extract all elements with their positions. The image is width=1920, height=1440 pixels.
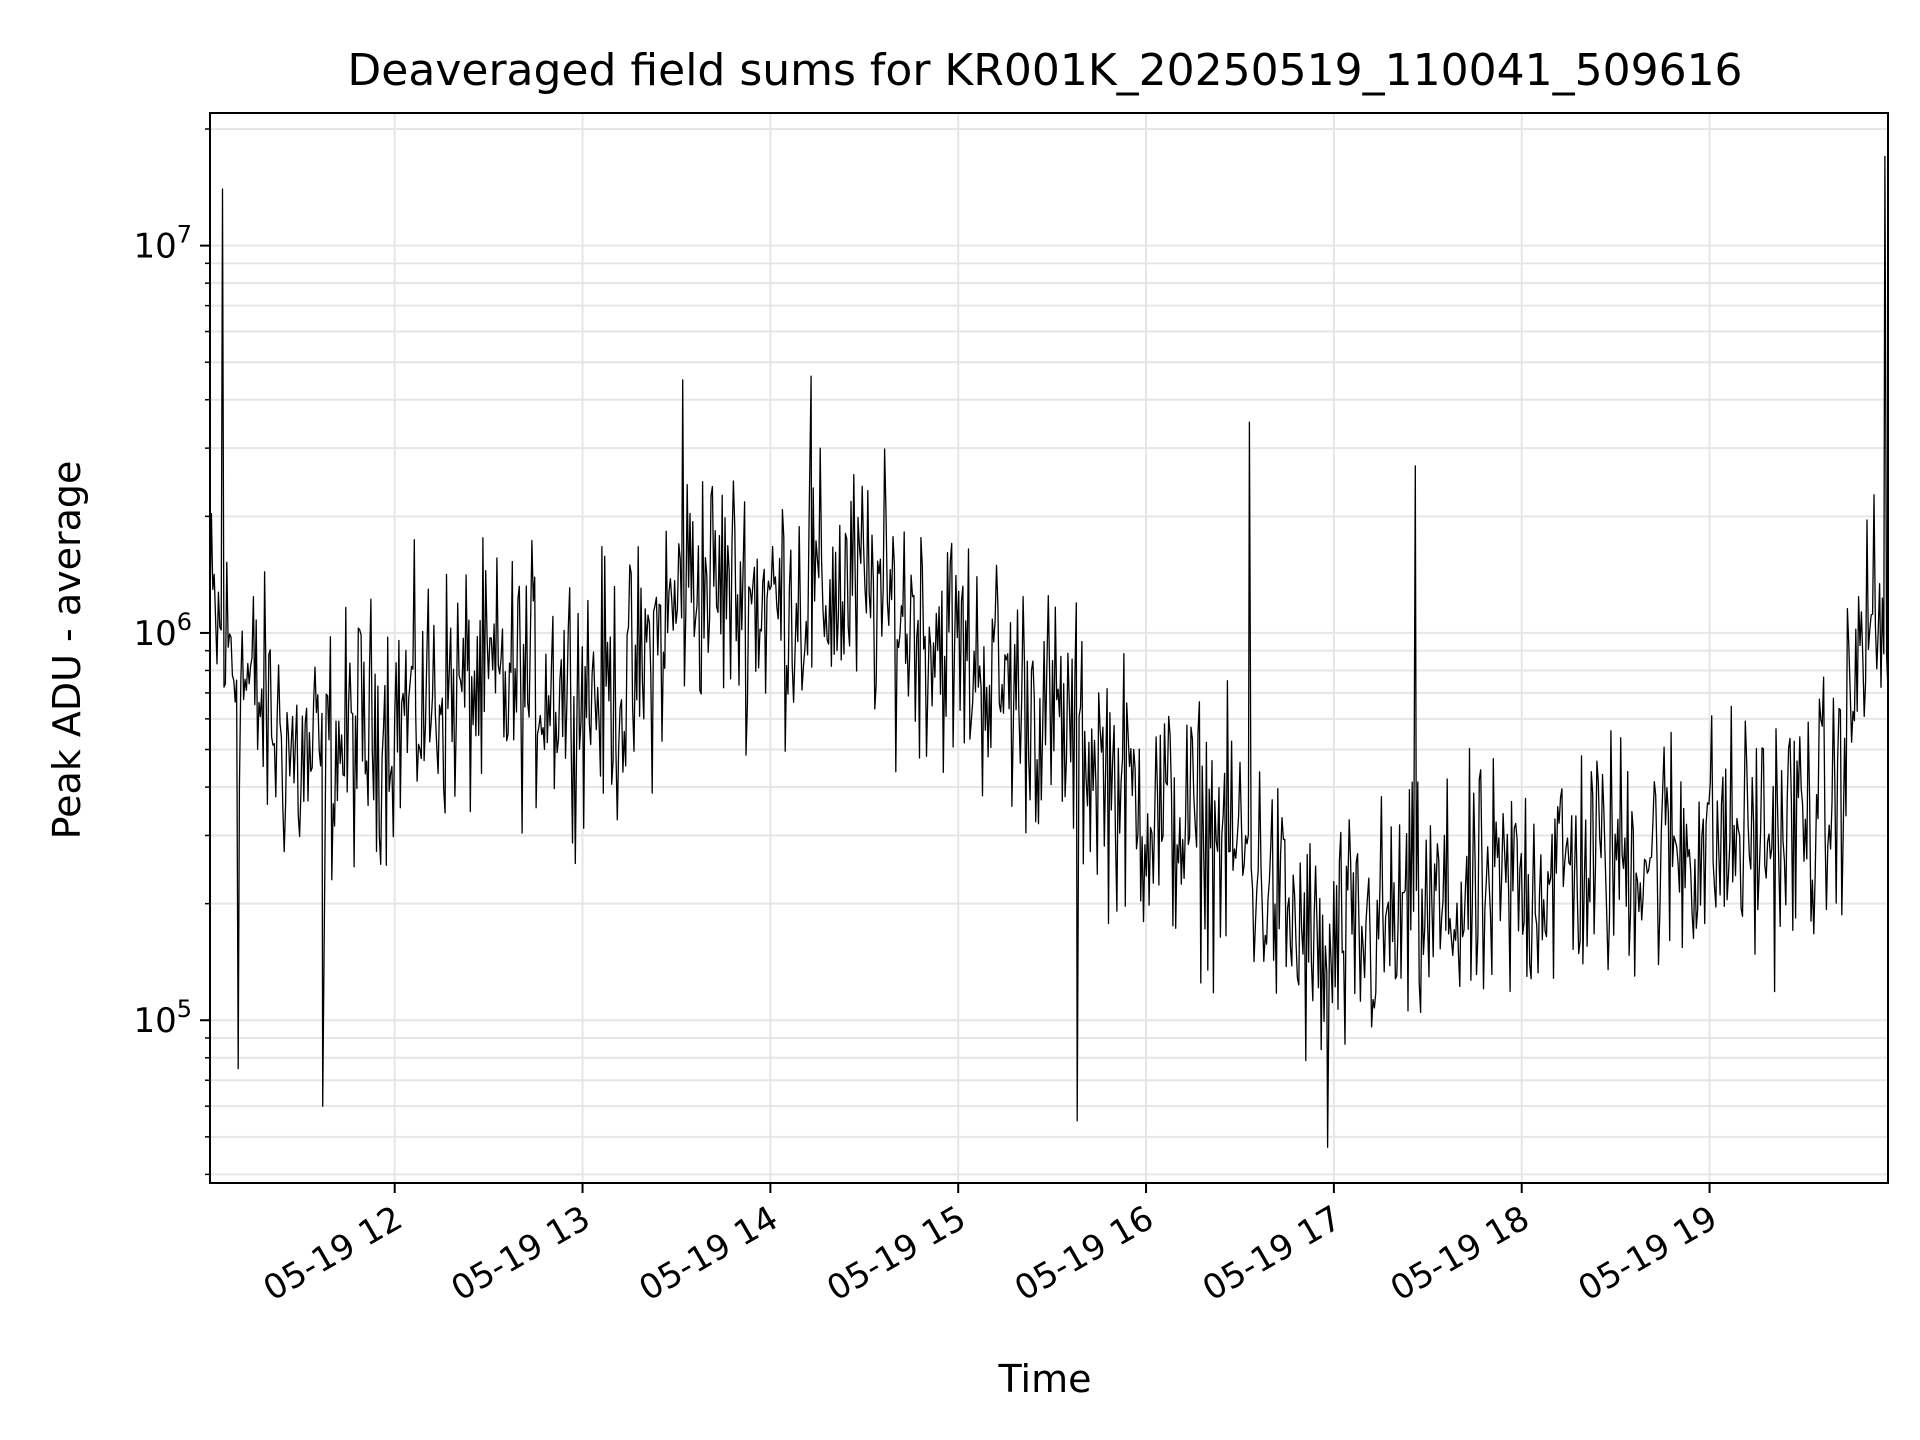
plot-frame [209,112,1889,1184]
y-tick-exponent: 5 [177,995,192,1023]
y-axis-label: Peak ADU - average [45,461,89,840]
y-tick-label: 106 [133,608,192,654]
series-line [209,155,1889,1148]
y-tick-label: 105 [133,995,192,1041]
y-tick-base: 10 [133,227,176,267]
y-tick-exponent: 7 [177,221,192,249]
chart-title: Deaveraged field sums for KR001K_2025051… [347,45,1742,96]
y-tick-base: 10 [133,1001,176,1041]
y-tick-exponent: 6 [177,608,192,636]
y-tick-label: 107 [133,221,192,267]
y-tick-base: 10 [133,614,176,654]
x-axis-label: Time [998,1357,1092,1401]
plot-area [209,155,1889,1148]
